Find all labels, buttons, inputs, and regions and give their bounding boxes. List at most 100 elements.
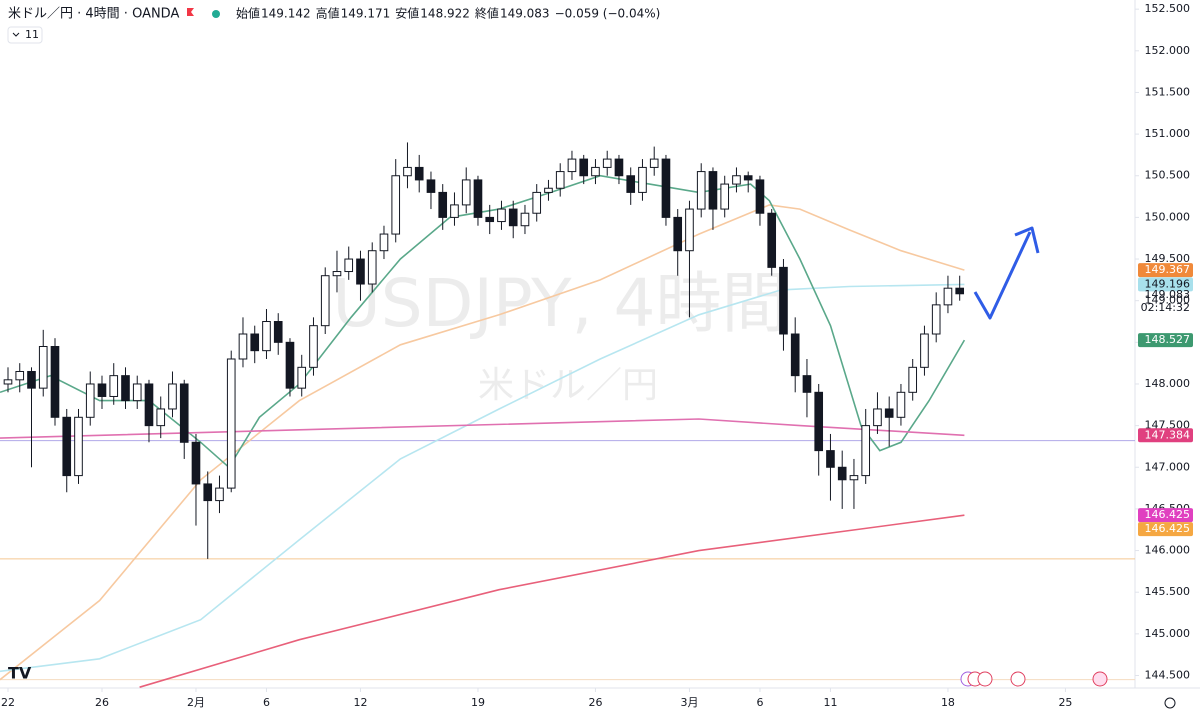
candle-body [732,175,741,185]
chevron[interactable] [12,32,20,37]
price-tag-label: 147.384 [1145,428,1191,441]
candle-body [62,416,72,477]
symbol-title[interactable]: 米ドル／円 · 4時間 · OANDA [8,7,179,22]
event-icon[interactable] [1010,671,1026,687]
candle-body [168,383,177,410]
watermark-name: 米ドル／円 [478,365,658,406]
x-tick-label: 26 [95,696,109,709]
y-tick-label: 144.500 [1145,669,1191,682]
drawn-arrow-head[interactable] [1014,226,1040,254]
x-tick-label: 6 [756,696,763,709]
candle-body [320,275,330,327]
candle-body [544,187,553,193]
moving-average-line [0,204,965,681]
price-tag-label: 149.196 [1145,277,1191,290]
candle-body [673,216,683,252]
candle-body [403,166,412,177]
candle-body [638,166,647,193]
candle-body [250,333,260,352]
settings-icon[interactable] [1164,697,1176,709]
candle-body [215,487,224,502]
candle-body [661,158,671,218]
candle-body [426,179,436,193]
x-tick-label: 3月 [680,696,698,709]
candle-body [837,466,847,481]
indicator-count[interactable]: 11 [25,28,39,41]
market-status-dot[interactable] [212,10,220,18]
y-tick-label: 151.000 [1145,127,1191,140]
ohlc-change: −0.059 (−0.04%) [555,7,661,21]
candle-body [896,391,906,418]
candle-body [144,383,154,427]
price-tag [1138,428,1193,443]
event-icon[interactable] [1092,671,1108,687]
y-tick-label: 152.500 [1145,2,1191,15]
candle-body [579,158,589,177]
y-tick-label: 150.500 [1145,169,1191,182]
last-price: 149.083 [1145,288,1191,301]
candle-body [132,383,142,402]
candle-body [273,321,283,343]
price-tag-label: 149.367 [1145,263,1191,276]
candle-body [685,208,694,252]
candle-body [297,366,307,389]
candle-body [708,171,718,210]
ohlc-legend: 始値 149.142 高値 149.171 安値 148.922 終値 149.083 −0.0… [236,6,660,21]
price-tag [1138,508,1193,523]
candle-body [743,175,753,181]
candle-body [920,333,929,368]
candle-body [379,233,389,252]
indicator-toggle[interactable] [7,26,43,44]
candle-body [109,375,119,397]
ohlc-value: 149.083 [500,7,550,21]
candle-body [626,175,636,193]
candle-body [344,258,354,273]
candle-body [179,383,189,443]
ohlc-label: 終値 [475,6,499,21]
candle-body [391,175,401,235]
moving-average-line [139,514,965,688]
y-tick-label: 148.000 [1145,377,1191,390]
candle-body [473,179,483,218]
x-tick-label: 6 [263,696,270,709]
candle-body [450,204,459,218]
candle-body [50,345,60,418]
candle-body [779,266,788,335]
event-icon[interactable] [977,671,993,687]
price-tag [1138,333,1193,348]
candle-body [74,416,83,477]
candle-body [931,304,941,335]
candle-body [884,408,894,418]
candle-body [15,370,25,381]
y-tick-label: 152.000 [1145,44,1191,57]
logo[interactable]: TV [8,664,32,683]
candle-body [461,179,471,206]
x-tick-label: 22 [1,696,15,709]
candle-body [532,191,542,214]
x-tick-label: 11 [823,696,837,709]
candle-body [790,333,800,377]
candle-body [696,171,706,210]
x-tick-label: 2月 [187,696,205,709]
candle-body [367,250,377,285]
candle-body [755,179,765,214]
drawn-arrow[interactable] [973,231,1032,320]
candle-body [3,379,13,385]
y-tick-label: 145.500 [1145,585,1191,598]
ohlc-value: 149.142 [261,7,311,21]
y-tick-label: 149.000 [1145,294,1191,307]
x-tick-label: 18 [941,696,955,709]
y-tick-label: 147.000 [1145,460,1191,473]
candle-body [602,158,612,168]
moving-average-line [0,418,965,439]
candle-body [356,258,365,285]
candle-body [614,158,624,177]
flag-icon[interactable] [187,8,194,16]
candle-body [27,370,36,389]
candle-body [332,271,342,277]
candle-body [309,325,318,368]
candle-body [438,191,448,218]
candle-body [38,345,48,389]
candle-body [567,158,577,173]
